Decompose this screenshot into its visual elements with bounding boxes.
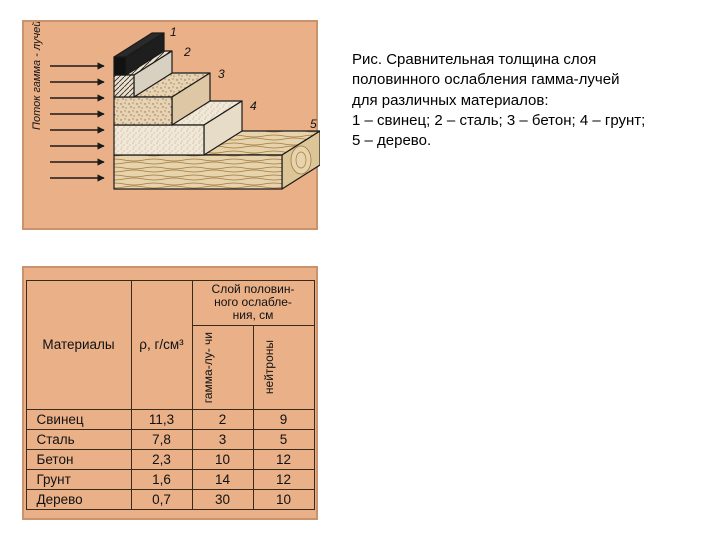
caption-l5: 5 – дерево. xyxy=(352,132,431,149)
table-row: Дерево 0,7 30 10 xyxy=(26,489,314,509)
cell-m: Свинец xyxy=(26,409,131,429)
caption-l2: половинного ослабления гамма-лучей xyxy=(352,71,619,88)
label-2: 2 xyxy=(183,45,191,59)
page-root: 1 2 3 4 5 Поток гамма - лучей Рис. Сравн… xyxy=(0,0,720,540)
cell-n: 12 xyxy=(253,449,314,469)
table-panel: Материалы ρ, г/см³ Слой половин- ного ос… xyxy=(22,266,318,520)
cell-rho: 0,7 xyxy=(131,489,192,509)
cell-g: 2 xyxy=(192,409,253,429)
cell-n: 5 xyxy=(253,429,314,449)
table-row: Свинец 11,3 2 9 xyxy=(26,409,314,429)
cell-n: 12 xyxy=(253,469,314,489)
cell-g: 3 xyxy=(192,429,253,449)
label-5: 5 xyxy=(310,117,317,131)
diagram-box: 1 2 3 4 5 Поток гамма - лучей xyxy=(24,22,316,228)
cell-g: 30 xyxy=(192,489,253,509)
figure-caption: Рис. Сравнительная толщина слоя половинн… xyxy=(352,50,692,151)
cell-m: Сталь xyxy=(26,429,131,449)
table-row: Бетон 2,3 10 12 xyxy=(26,449,314,469)
col-density: ρ, г/см³ xyxy=(131,281,192,410)
col-material: Материалы xyxy=(26,281,131,410)
cell-rho: 11,3 xyxy=(131,409,192,429)
label-4: 4 xyxy=(250,99,257,113)
caption-l4: 1 – свинец; 2 – сталь; 3 – бетон; 4 – гр… xyxy=(352,112,645,129)
label-3: 3 xyxy=(218,67,225,81)
gamma-arrows xyxy=(50,66,104,178)
cell-m: Дерево xyxy=(26,489,131,509)
cell-n: 9 xyxy=(253,409,314,429)
cell-n: 10 xyxy=(253,489,314,509)
cell-rho: 1,6 xyxy=(131,469,192,489)
cell-g: 10 xyxy=(192,449,253,469)
attenuation-table: Материалы ρ, г/см³ Слой половин- ного ос… xyxy=(26,280,315,510)
table-row: Грунт 1,6 14 12 xyxy=(26,469,314,489)
y-axis-label: Поток гамма - лучей xyxy=(31,22,43,130)
diagram-panel: 1 2 3 4 5 Поток гамма - лучей xyxy=(22,20,318,230)
cell-m: Грунт xyxy=(26,469,131,489)
cell-rho: 7,8 xyxy=(131,429,192,449)
table-row: Сталь 7,8 3 5 xyxy=(26,429,314,449)
table-header-row: Материалы ρ, г/см³ Слой половин- ного ос… xyxy=(26,281,314,326)
diagram-svg: 1 2 3 4 5 Поток гамма - лучей xyxy=(24,22,320,232)
sub-neutron: нейтроны xyxy=(260,336,278,398)
label-1: 1 xyxy=(170,25,177,39)
caption-l3: для различных материалов: xyxy=(352,92,549,109)
cell-m: Бетон xyxy=(26,449,131,469)
caption-l1: Рис. Сравнительная толщина слоя xyxy=(352,51,596,68)
sub-gamma: гамма-лу- чи xyxy=(199,328,217,407)
cell-g: 14 xyxy=(192,469,253,489)
cell-rho: 2,3 xyxy=(131,449,192,469)
col-group: Слой половин- ного ослабле- ния, см xyxy=(192,281,314,326)
